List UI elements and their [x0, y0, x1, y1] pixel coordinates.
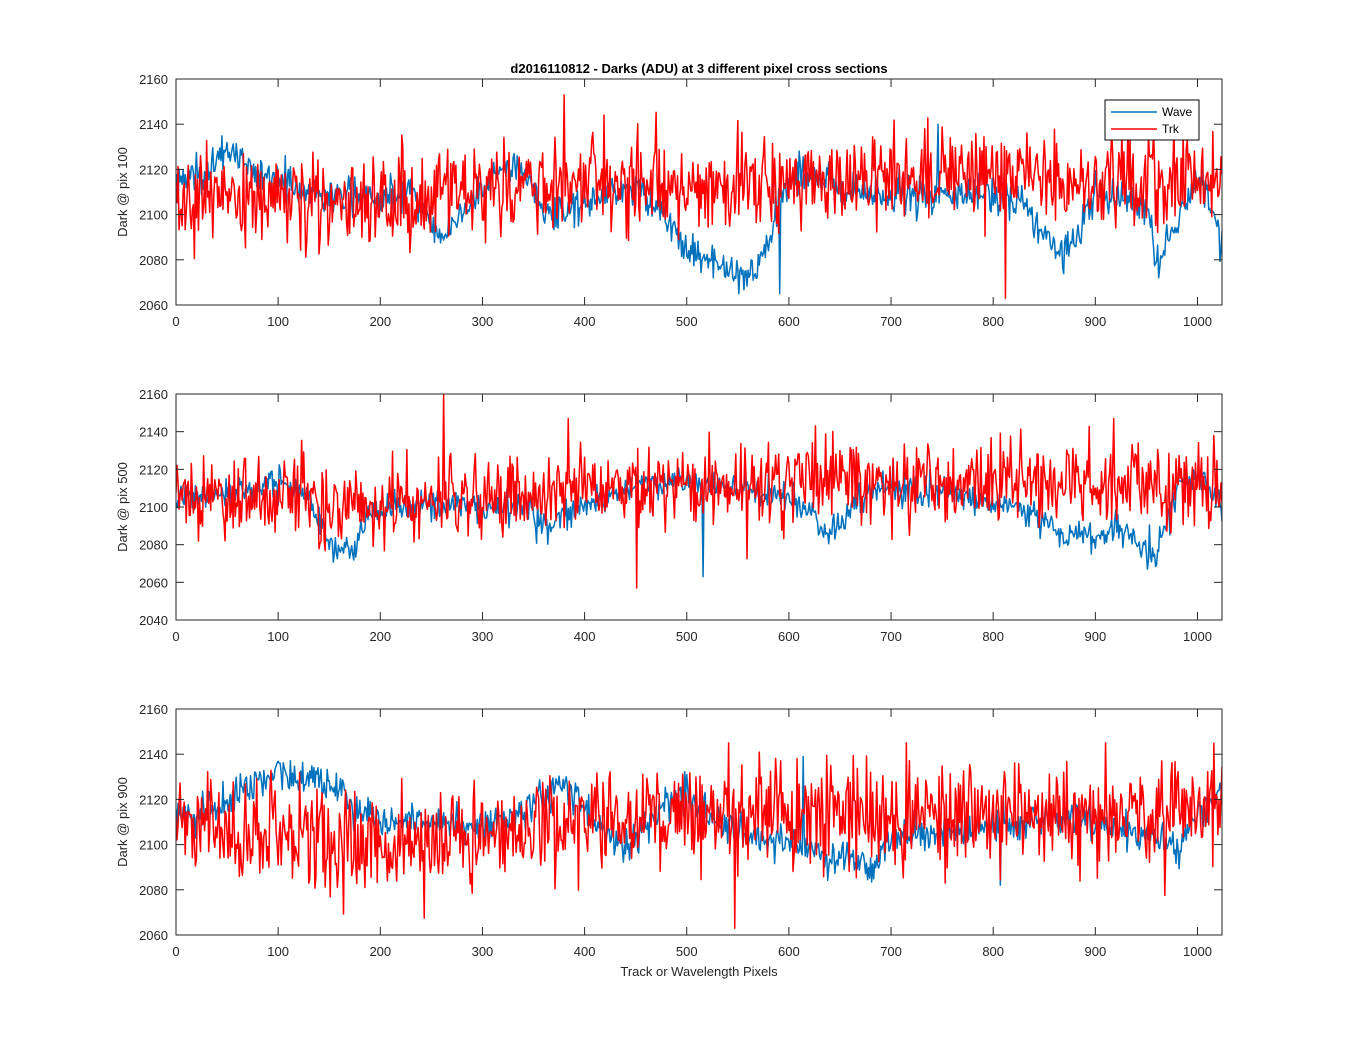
x-tick-label: 400 [574, 944, 596, 959]
series-line-wave [176, 123, 1222, 295]
series-line-wave [176, 459, 1222, 578]
axes-box [175, 78, 1223, 306]
x-tick-label: 400 [574, 314, 596, 329]
y-axis-label: Dark @ pix 100 [115, 147, 130, 237]
x-tick-label: 1000 [1183, 629, 1212, 644]
x-tick-label: 1000 [1183, 944, 1212, 959]
legend-box [1104, 99, 1200, 141]
x-tick-label: 600 [778, 314, 800, 329]
y-tick-label: 2080 [139, 253, 168, 268]
x-tick-label: 0 [172, 629, 179, 644]
y-tick-label: 2100 [139, 838, 168, 853]
x-tick-label: 300 [472, 944, 494, 959]
x-tick-label: 200 [369, 944, 391, 959]
y-tick-label: 2160 [139, 387, 168, 402]
x-tick-label: 500 [676, 629, 698, 644]
y-tick-label: 2060 [139, 575, 168, 590]
x-tick-label: 0 [172, 314, 179, 329]
x-tick-label: 1000 [1183, 314, 1212, 329]
y-tick-label: 2100 [139, 500, 168, 515]
x-tick-label: 500 [676, 944, 698, 959]
panels: 0 100 200 300 400 500 600 700 800 900 100020602080… [115, 72, 1223, 959]
series-line-trk [176, 394, 1222, 589]
y-axis-label: Dark @ pix 900 [115, 777, 130, 867]
x-tick-label: 700 [880, 944, 902, 959]
y-tick-label: 2060 [139, 928, 168, 943]
x-tick-label: 700 [880, 314, 902, 329]
x-tick-label: 600 [778, 629, 800, 644]
legend-label-trk: Trk [1162, 122, 1180, 136]
x-tick-label: 100 [267, 944, 289, 959]
y-axis-label: Dark @ pix 500 [115, 462, 130, 552]
x-tick-label: 600 [778, 944, 800, 959]
y-tick-label: 2080 [139, 538, 168, 553]
x-tick-label: 400 [574, 629, 596, 644]
x-tick-label: 300 [472, 314, 494, 329]
x-tick-label: 700 [880, 629, 902, 644]
y-tick-label: 2160 [139, 702, 168, 717]
y-tick-label: 2140 [139, 425, 168, 440]
x-axis-label: Track or Wavelength Pixels [620, 964, 778, 979]
x-tick-label: 800 [982, 314, 1004, 329]
legend-label-wave: Wave [1162, 105, 1193, 119]
x-tick-label: 100 [267, 314, 289, 329]
x-tick-label: 900 [1084, 944, 1106, 959]
series-line-trk [176, 94, 1222, 299]
series-line-trk [176, 742, 1222, 929]
y-tick-label: 2120 [139, 162, 168, 177]
series-group [176, 94, 1222, 299]
y-tick-label: 2160 [139, 72, 168, 87]
y-tick-label: 2120 [139, 462, 168, 477]
x-tick-label: 100 [267, 629, 289, 644]
y-tick-label: 2120 [139, 792, 168, 807]
legend: Wave Trk [1104, 99, 1200, 141]
panel-2: 0 100 200 300 400 500 600 700 800 900 1000 2040 2060… [115, 387, 1223, 644]
y-tick-label: 2140 [139, 747, 168, 762]
y-tick-label: 2060 [139, 298, 168, 313]
x-tick-label: 0 [172, 944, 179, 959]
x-tick-label: 200 [369, 629, 391, 644]
panel-1: 0 100 200 300 400 500 600 700 800 900 1000 2060 2080… [115, 72, 1223, 329]
x-tick-label: 800 [982, 629, 1004, 644]
x-tick-label: 800 [982, 944, 1004, 959]
chart-title: d2016110812 - Darks (ADU) at 3 different… [510, 61, 887, 76]
x-tick-label: 900 [1084, 629, 1106, 644]
y-tick-label: 2040 [139, 613, 168, 628]
y-tick-label: 2080 [139, 883, 168, 898]
y-tick-label: 2140 [139, 117, 168, 132]
x-tick-label: 300 [472, 629, 494, 644]
series-group [176, 742, 1222, 929]
series-group [176, 394, 1222, 589]
x-tick-label: 200 [369, 314, 391, 329]
axes-box [175, 708, 1223, 936]
x-tick-label: 900 [1084, 314, 1106, 329]
y-tick-label: 2100 [139, 208, 168, 223]
x-tick-label: 500 [676, 314, 698, 329]
panel-3: 0 100 200 300 400 500 600 700 800 900 1000 2060 2080… [115, 702, 1223, 959]
